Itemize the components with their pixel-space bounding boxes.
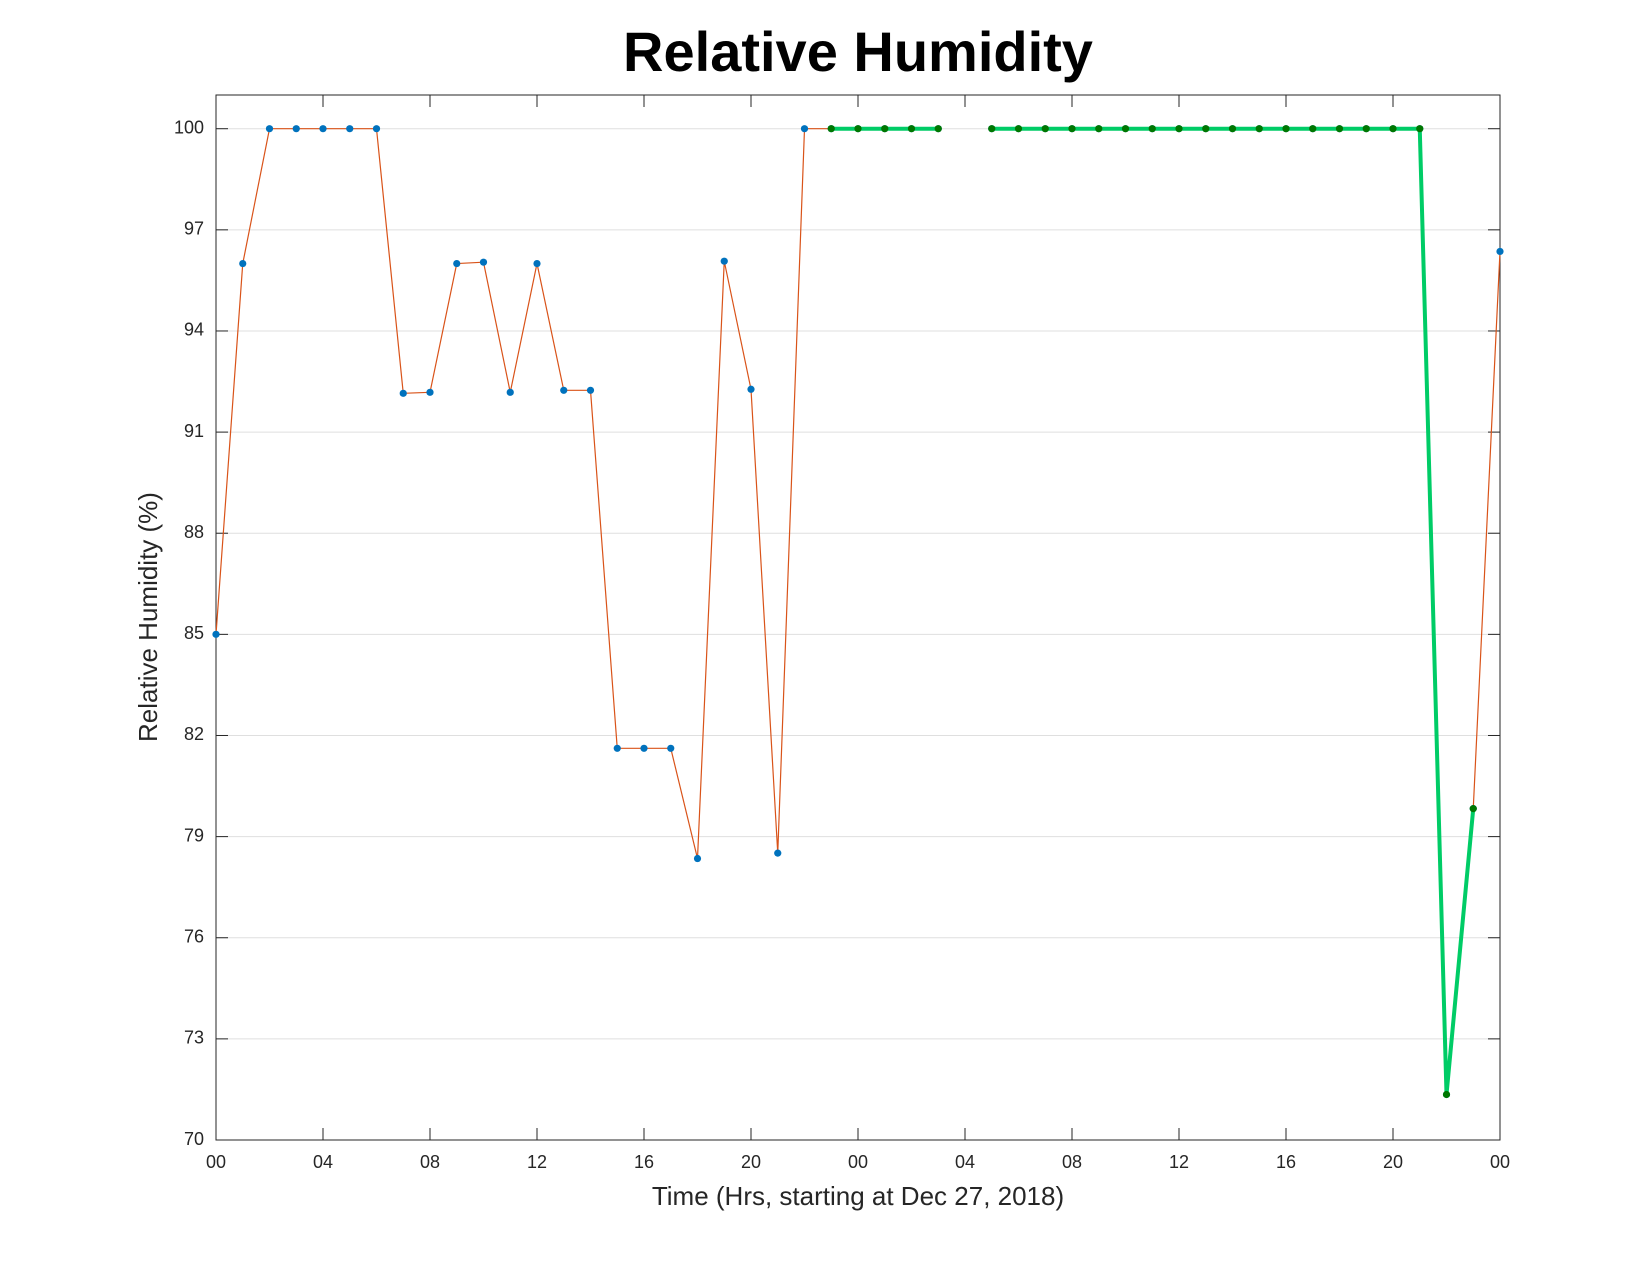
data-point [1335,125,1344,133]
y-tick-label: 100 [174,117,204,137]
data-point [1362,125,1370,133]
x-tick-label: 00 [848,1152,868,1172]
data-point [265,125,274,133]
data-point [1255,125,1263,133]
data-point [560,386,568,394]
data-point [319,125,327,133]
data-point [827,125,835,133]
data-point [212,630,220,638]
data-point [533,259,541,268]
data-point [1442,1090,1451,1099]
data-point [346,125,354,133]
data-point [988,125,996,133]
y-tick-label: 97 [184,219,204,239]
data-point [586,386,595,394]
data-point [1148,125,1156,133]
x-tick-label: 08 [420,1152,440,1172]
data-point [907,125,916,133]
x-tick-label: 20 [1383,1152,1403,1172]
data-point [1175,125,1183,133]
y-tick-label: 94 [184,320,204,340]
data-point [1469,805,1477,813]
data-point [239,259,247,268]
x-tick-label: 00 [206,1152,226,1172]
data-point [1202,125,1210,133]
x-tick-label: 04 [313,1152,333,1172]
x-tick-label: 08 [1062,1152,1082,1172]
data-point [774,849,782,857]
data-point [1309,125,1317,133]
data-point [426,388,434,396]
y-axis-label: Relative Humidity (%) [133,492,163,742]
x-tick-label: 16 [1276,1152,1296,1172]
data-point [506,388,514,396]
x-tick-label: 04 [955,1152,975,1172]
data-point [1095,125,1103,133]
y-tick-label: 88 [184,522,204,542]
y-tick-label: 85 [184,623,204,643]
data-point [613,744,621,752]
y-tick-label: 79 [184,825,204,845]
data-point [1496,247,1504,256]
x-tick-label: 00 [1490,1152,1510,1172]
data-point [1121,125,1130,133]
data-point [747,385,755,393]
data-point [693,854,702,863]
data-point [667,744,675,752]
y-tick-label: 76 [184,926,204,946]
data-point [934,125,942,133]
y-tick-label: 73 [184,1028,204,1048]
data-point [854,125,862,133]
x-tick-label: 20 [741,1152,761,1172]
data-point [292,125,300,133]
y-tick-label: 91 [184,421,204,441]
data-point [640,744,648,752]
x-tick-label: 16 [634,1152,654,1172]
data-point [1041,125,1049,133]
data-point [479,258,488,266]
data-point [800,125,809,133]
plot-frame [215,94,1501,1141]
data-point [1228,125,1237,133]
data-point [881,125,889,133]
data-point [1014,125,1023,133]
data-point [1389,125,1397,133]
data-point [399,389,407,397]
data-point [1068,125,1076,133]
x-tick-label: 12 [1169,1152,1189,1172]
data-point [372,125,381,133]
y-tick-label: 70 [184,1129,204,1149]
data-point [453,259,461,268]
x-tick-label: 12 [527,1152,547,1172]
x-axis-label: Time (Hrs, starting at Dec 27, 2018) [652,1181,1064,1211]
data-point [720,257,728,265]
data-point [1416,125,1424,133]
y-tick-label: 82 [184,724,204,744]
chart-title: Relative Humidity [623,20,1093,83]
data-point [1282,125,1290,133]
